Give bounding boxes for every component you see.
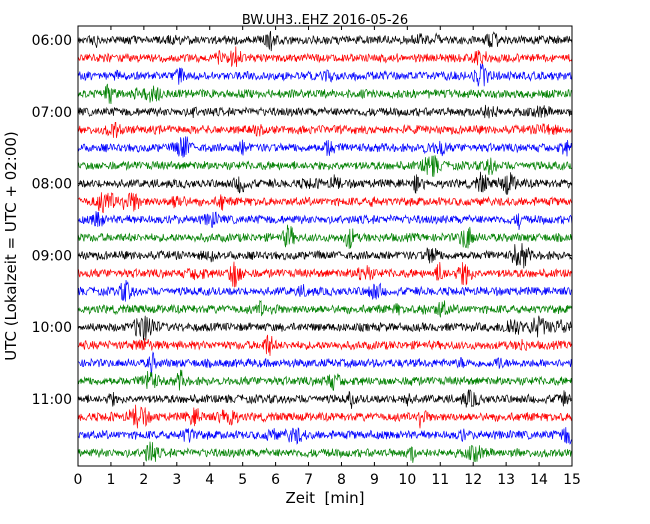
seismogram-trace	[77, 261, 573, 288]
x-tick-label: 1	[106, 472, 115, 488]
x-tick-label: 0	[74, 472, 83, 488]
seismogram-trace	[77, 404, 573, 429]
seismogram-traces	[77, 30, 573, 463]
x-tick-label: 14	[530, 472, 548, 488]
x-tick-label: 11	[431, 472, 449, 488]
y-axis-label: UTC (Lokalzeit = UTC + 02:00)	[2, 131, 20, 361]
x-tick-label: 12	[464, 472, 482, 488]
seismogram-trace	[77, 441, 573, 463]
seismogram-trace	[77, 224, 573, 249]
x-tick-label: 5	[238, 472, 247, 488]
y-axis: 06:00 07:00 08:00 09:00 10:00 11:00	[32, 33, 572, 408]
y-tick-label: 10:00	[32, 320, 72, 336]
seismogram-trace	[77, 369, 573, 391]
y-tick-label: 07:00	[32, 105, 72, 121]
seismogram-trace	[77, 122, 573, 139]
seismogram-trace	[77, 63, 573, 87]
seismogram-trace	[77, 389, 573, 409]
seismogram-trace	[77, 315, 573, 341]
y-tick-label: 08:00	[32, 177, 72, 193]
plot-frame	[77, 25, 573, 467]
y-tick-label: 09:00	[32, 248, 72, 264]
seismogram-trace	[77, 30, 573, 52]
x-tick-label: 6	[271, 472, 280, 488]
x-tick-label: 7	[304, 472, 313, 488]
x-tick-label: 13	[497, 472, 515, 488]
x-tick-label: 15	[563, 472, 581, 488]
seismogram-trace	[77, 192, 573, 214]
seismogram-trace	[77, 351, 573, 375]
x-axis: 0 1 2 3 4 5 6 7 8 9 10 11 12 13 14 15	[74, 26, 581, 488]
x-tick-label: 4	[205, 472, 214, 488]
y-tick-label: 06:00	[32, 33, 72, 49]
seismogram-trace	[77, 46, 573, 68]
x-axis-label: Zeit [min]	[285, 489, 364, 507]
seismogram-trace	[77, 280, 572, 302]
x-tick-label: 2	[139, 472, 148, 488]
x-tick-label: 8	[337, 472, 346, 488]
seismogram-trace	[77, 171, 573, 195]
seismogram-trace	[77, 155, 573, 177]
seismogram-trace	[77, 83, 573, 105]
chart-title: BW.UH3..EHZ 2016-05-26	[242, 13, 408, 28]
seismogram-trace	[77, 334, 573, 356]
x-tick-label: 9	[370, 472, 379, 488]
seismogram-trace	[77, 211, 573, 231]
x-tick-label: 10	[398, 472, 416, 488]
seismogram-trace	[77, 104, 573, 119]
seismogram-trace	[77, 299, 573, 318]
seismogram-trace	[77, 427, 573, 445]
seismogram-trace	[77, 243, 573, 269]
seismogram-trace	[77, 136, 573, 158]
x-tick-label: 3	[172, 472, 181, 488]
y-tick-label: 11:00	[32, 392, 72, 408]
